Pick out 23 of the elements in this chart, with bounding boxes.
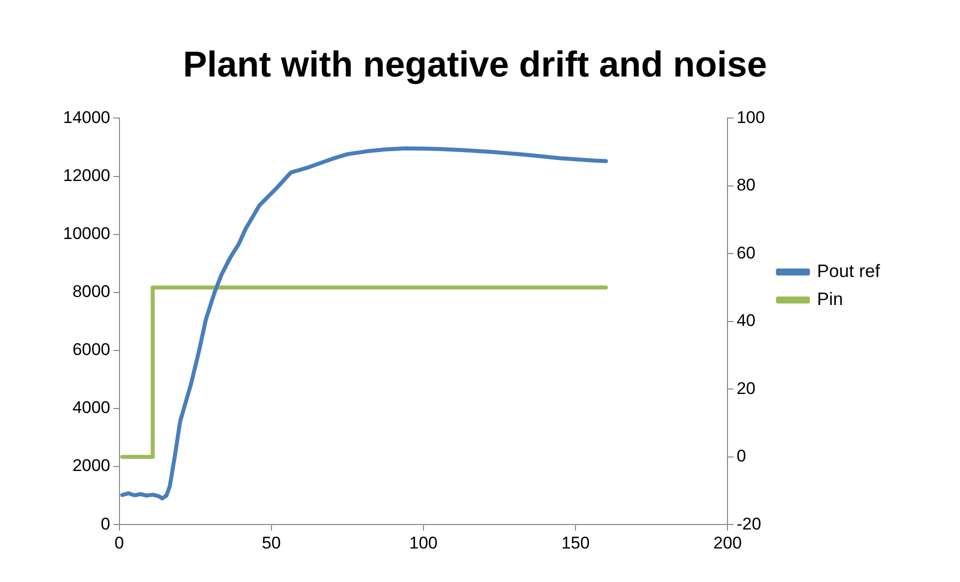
y2-tick-label: 80 <box>736 176 756 195</box>
y-tick-label: 8000 <box>72 282 110 302</box>
y-tick-label: 10000 <box>62 224 110 243</box>
chart-title: Plant with negative drift and noise <box>182 44 768 85</box>
y2-tick-label: -20 <box>736 514 762 534</box>
legend-label: Pin <box>816 288 843 309</box>
x-tick-label: 150 <box>561 533 590 552</box>
y-tick-label: 0 <box>100 514 110 534</box>
y-tick-label: 2000 <box>72 456 110 476</box>
x-tick-label: 0 <box>114 533 124 552</box>
x-tick-label: 200 <box>713 533 742 552</box>
y-tick-label: 6000 <box>72 340 110 360</box>
y2-tick-label: 20 <box>736 378 756 398</box>
y-tick-label: 14000 <box>62 108 110 127</box>
y-tick-label: 4000 <box>72 398 110 418</box>
x-tick-label: 50 <box>262 533 281 552</box>
x-tick-label: 100 <box>409 533 438 552</box>
y-tick-label: 12000 <box>62 166 110 185</box>
y2-tick-label: 0 <box>736 446 746 466</box>
y2-tick-label: 100 <box>736 108 765 127</box>
y2-tick-label: 60 <box>736 243 756 262</box>
y2-tick-label: 40 <box>736 311 756 330</box>
legend-label: Pout ref <box>816 260 881 281</box>
